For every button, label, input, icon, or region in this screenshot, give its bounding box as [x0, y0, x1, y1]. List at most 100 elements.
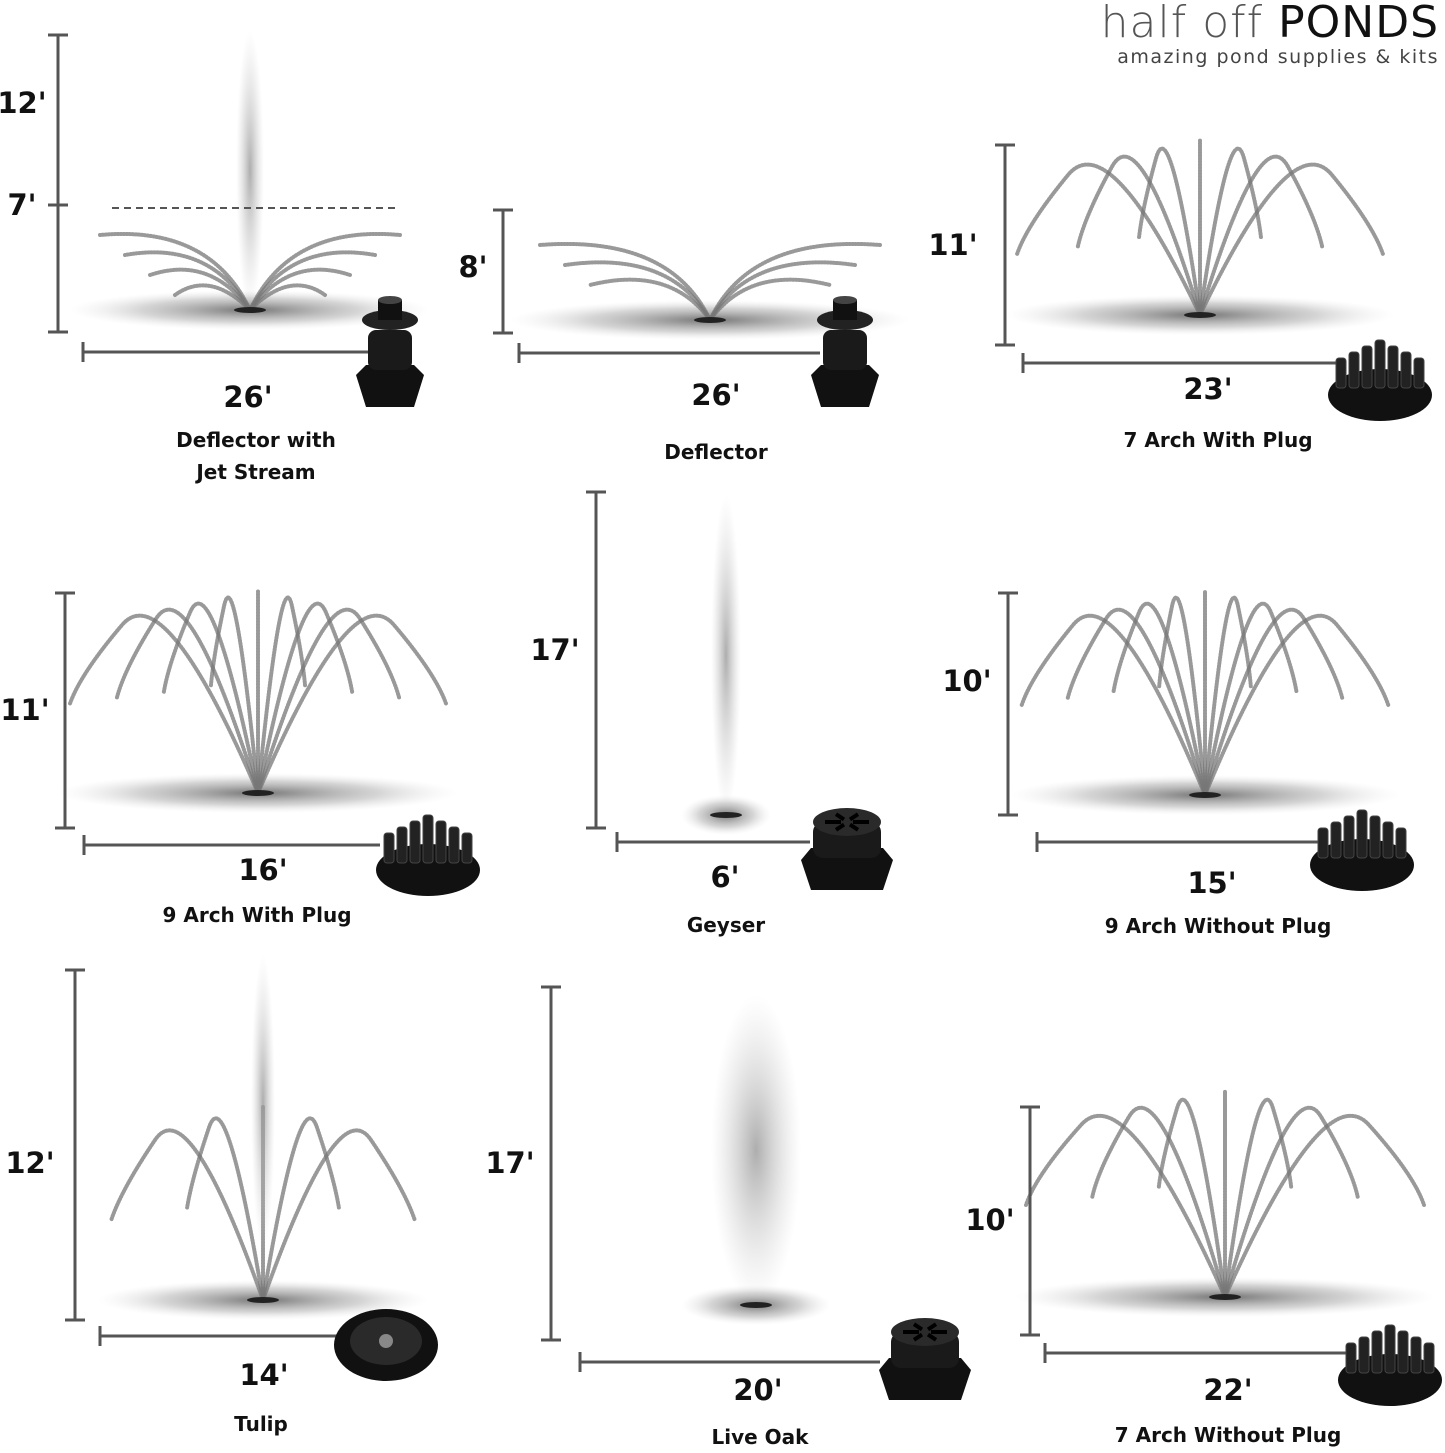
spray-arch	[261, 1128, 417, 1302]
spray-bowl	[563, 260, 712, 322]
fountain-name: 7 Arch Without Plug	[1114, 1423, 1342, 1447]
height-label: 10'	[965, 1203, 1015, 1237]
nozzle-outlet	[1189, 792, 1221, 798]
spray-jet	[711, 495, 741, 815]
height-label: 12'	[0, 86, 47, 120]
width-label: 26'	[223, 380, 273, 414]
spray-arch	[1024, 1113, 1227, 1299]
spray-arch	[256, 601, 355, 795]
spray-bowl	[588, 277, 712, 322]
height-label: 12'	[5, 1146, 55, 1180]
spray-arch	[114, 607, 260, 795]
nozzle-outlet	[242, 790, 274, 796]
fountain-panel	[586, 490, 893, 890]
deflector-nozzle-icon	[811, 296, 879, 407]
deflector-nozzle-icon	[356, 296, 424, 407]
arch-nozzle-icon	[1338, 1324, 1442, 1406]
width-label: 6'	[710, 860, 740, 894]
spray-arch	[1090, 1105, 1227, 1299]
fountain-panel	[55, 589, 480, 896]
geyser-nozzle-icon	[879, 1318, 971, 1400]
nozzle-outlet	[740, 1302, 772, 1308]
spray-arch	[1203, 595, 1253, 797]
height-label: 17'	[530, 633, 580, 667]
nozzle-outlet	[710, 812, 742, 818]
fountain-name: 9 Arch Without Plug	[1104, 914, 1332, 938]
arch-nozzle-icon	[376, 814, 480, 896]
fountain-panel	[995, 138, 1432, 421]
spray-bowl	[708, 260, 857, 322]
fountain-name: Deflector with Jet Stream	[176, 428, 336, 484]
spray-arch	[256, 595, 308, 795]
height-label: 10'	[942, 664, 992, 698]
nozzle-outlet	[1184, 312, 1216, 318]
spray-arch	[1198, 154, 1325, 317]
spray-bowl	[248, 283, 327, 312]
width-label: 23'	[1183, 372, 1233, 406]
spray-bowl	[173, 283, 252, 312]
spray-arch	[185, 1116, 265, 1302]
fountain-panel	[48, 30, 430, 407]
spray-arch	[1075, 154, 1202, 317]
spray-arch	[109, 1128, 265, 1302]
nozzle-outlet	[247, 1297, 279, 1303]
spray-arch	[1136, 146, 1202, 317]
spray-bowl	[148, 267, 252, 312]
width-label: 15'	[1187, 866, 1237, 900]
spray-arch	[1019, 613, 1207, 797]
fountain-name: Tulip	[234, 1412, 288, 1436]
spray-arch	[67, 613, 260, 795]
spray-jet	[711, 995, 801, 1305]
spray-jet	[236, 30, 264, 310]
spray-arch	[1111, 601, 1207, 797]
spray-arch	[1223, 1097, 1294, 1299]
width-label: 26'	[691, 378, 741, 412]
spray-arch	[256, 613, 449, 795]
spray-arch	[1203, 607, 1345, 797]
spray-bowl	[708, 277, 832, 322]
spray-arch	[1014, 162, 1202, 317]
fountain-panel	[493, 208, 910, 407]
nozzle-outlet	[694, 317, 726, 323]
logo-dark-text: PONDS	[1278, 0, 1439, 48]
spray-arch	[1156, 1097, 1227, 1299]
height-label: 11'	[928, 228, 978, 262]
mid-height-label: 7'	[7, 188, 37, 222]
fountain-panel	[1015, 1089, 1442, 1406]
logo-light-text: half off	[1100, 0, 1279, 48]
height-label: 17'	[485, 1146, 535, 1180]
fountain-name: Live Oak	[711, 1425, 809, 1449]
fountain-name: 7 Arch With Plug	[1123, 428, 1313, 452]
nozzle-outlet	[1209, 1294, 1241, 1300]
fountain-name: Deflector	[664, 440, 768, 464]
spray-arch	[1223, 1113, 1426, 1299]
width-label: 14'	[239, 1358, 289, 1392]
spray-bowl	[248, 267, 352, 312]
arch-nozzle-icon	[1310, 809, 1414, 891]
height-label: 8'	[458, 250, 488, 284]
spray-arch	[1203, 601, 1299, 797]
spray-arch	[261, 1116, 341, 1302]
spray-jet	[251, 955, 275, 1250]
fountain-panel	[541, 985, 971, 1400]
fountain-name: 9 Arch With Plug	[162, 903, 352, 927]
fountain-panel	[65, 955, 438, 1381]
logo-tagline: amazing pond supplies & kits	[1117, 46, 1439, 68]
brand-logo: half off PONDS amazing pond supplies & k…	[1101, 0, 1439, 68]
spray-arch	[1198, 162, 1386, 317]
height-label: 11'	[0, 693, 50, 727]
geyser-nozzle-icon	[801, 808, 893, 890]
arch-nozzle-icon	[1328, 339, 1432, 421]
spray-arch	[1065, 607, 1207, 797]
spray-arch	[1223, 1105, 1360, 1299]
spray-arch	[256, 607, 402, 795]
nozzle-outlet	[234, 307, 266, 313]
fountain-panel	[998, 589, 1414, 891]
spray-arch	[161, 601, 260, 795]
spray-arch	[1157, 595, 1207, 797]
spray-arch	[1203, 613, 1391, 797]
spray-arch	[208, 595, 260, 795]
tulip-nozzle-icon	[334, 1309, 438, 1381]
width-label: 22'	[1203, 1373, 1253, 1407]
